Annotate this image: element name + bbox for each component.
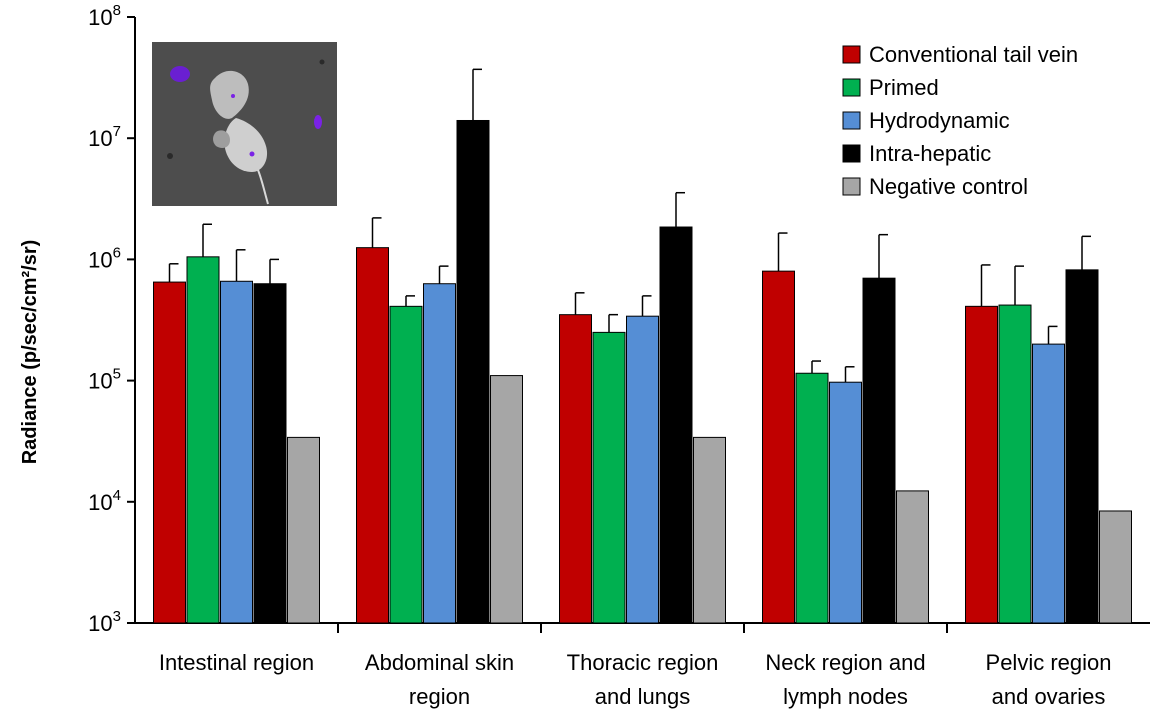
x-tick-label: Thoracic region [567, 650, 719, 675]
y-tick-label: 108 [88, 2, 121, 30]
bar [1065, 269, 1099, 624]
inset-signal [314, 115, 322, 129]
bar [1032, 343, 1065, 624]
legend-label: Hydrodynamic [869, 108, 1010, 133]
bar [965, 305, 998, 624]
bar [626, 315, 659, 624]
bar [896, 490, 929, 624]
legend-swatch [842, 177, 861, 196]
x-tick-label: Intestinal region [159, 650, 314, 675]
inset-speck [167, 153, 173, 159]
bar [998, 304, 1032, 624]
inset-tail [257, 169, 269, 205]
bar [659, 226, 693, 624]
plot-area: 103 104 105 106 107 108 Intestinal region Abdom… [88, 2, 1150, 709]
bar [795, 372, 829, 624]
bar [287, 436, 320, 624]
legend: Conventional tail vein Primed Hydrodynamic… [842, 42, 1078, 199]
y-tick-label: 103 [88, 608, 121, 636]
x-tick-label: and lungs [595, 684, 690, 709]
bar [762, 270, 795, 624]
legend-swatch [842, 144, 861, 163]
y-tick-label: 106 [88, 244, 121, 272]
inset-signal [249, 151, 255, 157]
bar [389, 305, 423, 624]
bar [1099, 510, 1132, 624]
legend-label: Conventional tail vein [869, 42, 1078, 67]
legend-swatch [842, 111, 861, 130]
bar [356, 247, 389, 624]
bar [862, 277, 896, 624]
inset-signal [231, 94, 235, 98]
bar [253, 283, 287, 624]
legend-swatch [842, 78, 861, 97]
x-tick-label: lymph nodes [783, 684, 908, 709]
inset-organ [213, 130, 230, 148]
legend-label: Primed [869, 75, 939, 100]
bar [490, 375, 523, 624]
x-tick-label: and ovaries [992, 684, 1106, 709]
y-axis-label: Radiance (p/sec/cm²/sr) [19, 240, 41, 465]
x-tick-label: region [409, 684, 470, 709]
inset-signal [170, 66, 190, 82]
bar [220, 280, 253, 624]
inset-speck [319, 59, 325, 65]
bar [186, 256, 220, 624]
x-tick-label: Neck region and [765, 650, 925, 675]
bar [559, 314, 592, 624]
bar [693, 436, 726, 624]
legend-label: Intra-hepatic [869, 141, 991, 166]
legend-swatch [842, 45, 861, 64]
legend-label: Negative control [869, 174, 1028, 199]
bar [456, 119, 490, 624]
y-tick-label: 105 [88, 366, 121, 394]
y-tick-label: 107 [88, 123, 121, 151]
inset-mouse-upper [210, 70, 249, 119]
bar [829, 381, 862, 624]
x-tick-label: Pelvic region [986, 650, 1112, 675]
x-tick-label: Abdominal skin [365, 650, 514, 675]
inset-mouse-lower [224, 118, 268, 172]
bar [423, 283, 456, 624]
y-tick-label: 104 [88, 487, 121, 515]
inset-image [152, 42, 337, 206]
bar [592, 331, 626, 624]
bar [153, 281, 186, 624]
